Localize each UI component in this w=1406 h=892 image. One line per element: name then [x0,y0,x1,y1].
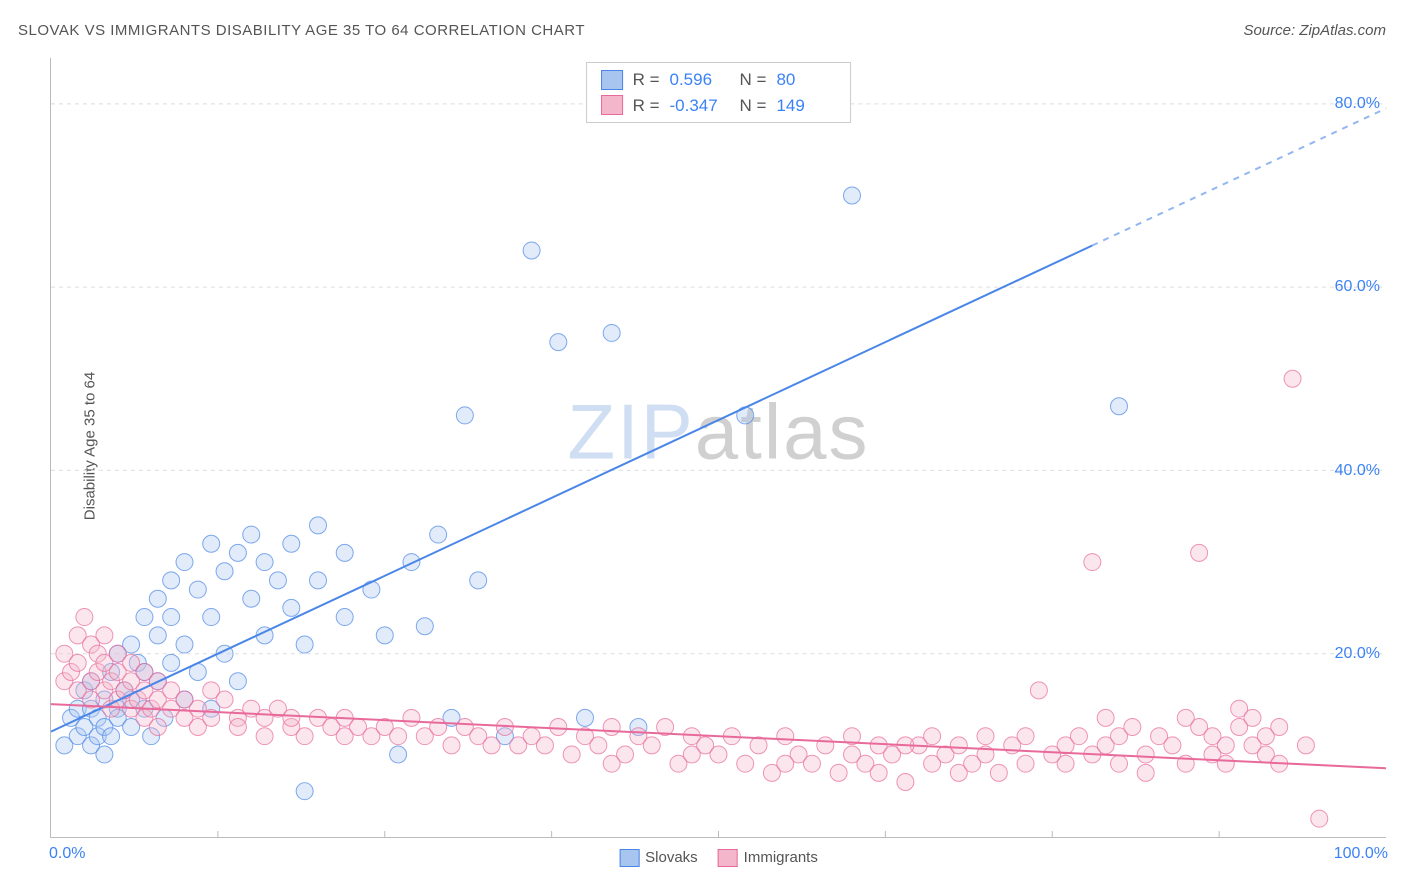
stats-swatch-1 [601,70,623,90]
stats-n-label-2: N = [740,93,767,119]
stats-legend-box: R = 0.596 N = 80 R = -0.347 N = 149 [586,62,852,123]
source-label: Source: ZipAtlas.com [1243,22,1386,39]
chart-title: SLOVAK VS IMMIGRANTS DISABILITY AGE 35 T… [18,22,585,39]
legend-item-2: Immigrants [718,849,818,867]
x-tick-100: 100.0% [1334,845,1388,863]
stats-row-2: R = -0.347 N = 149 [601,93,837,119]
y-tick-40: 40.0% [1335,462,1380,480]
y-tick-60: 60.0% [1335,278,1380,296]
x-axis-legend: Slovaks Immigrants [619,849,818,867]
legend-swatch-2 [718,849,738,867]
legend-item-1: Slovaks [619,849,698,867]
stats-n-label-1: N = [740,67,767,93]
stats-r-value-2: -0.347 [670,93,730,119]
stats-r-value-1: 0.596 [670,67,730,93]
stats-n-value-2: 149 [776,93,836,119]
stats-n-value-1: 80 [776,67,836,93]
legend-label-2: Immigrants [744,849,818,866]
stats-r-label-2: R = [633,93,660,119]
stats-row-1: R = 0.596 N = 80 [601,67,837,93]
chart-plot-area: ZIPatlas 20.0%40.0%60.0%80.0% 0.0% 100.0… [50,58,1386,838]
y-tick-80: 80.0% [1335,95,1380,113]
legend-label-1: Slovaks [645,849,698,866]
stats-r-label-1: R = [633,67,660,93]
legend-swatch-1 [619,849,639,867]
chart-svg [51,58,1386,837]
stats-swatch-2 [601,95,623,115]
x-tick-0: 0.0% [49,845,85,863]
y-tick-20: 20.0% [1335,645,1380,663]
